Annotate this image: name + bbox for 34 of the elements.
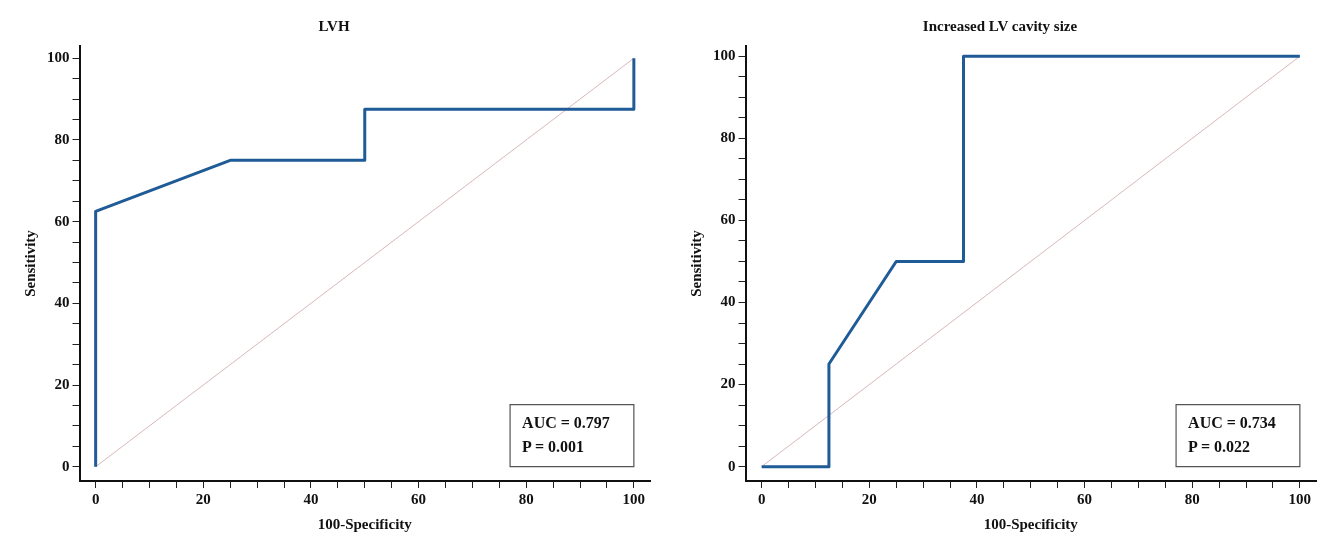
y-tick-label: 20 <box>54 375 70 392</box>
y-tick-label: 0 <box>62 457 70 474</box>
x-tick-label: 20 <box>195 490 211 507</box>
y-tick-label: 60 <box>720 211 736 228</box>
y-axis-title: Sensitivity <box>687 229 704 297</box>
y-tick-label: 80 <box>54 130 70 147</box>
y-tick-label: 100 <box>713 47 736 64</box>
x-tick-label: 100 <box>622 490 646 507</box>
y-tick-label: 100 <box>47 49 70 66</box>
x-tick-label: 0 <box>91 490 100 507</box>
x-tick-label: 40 <box>969 490 985 507</box>
x-tick-label: 80 <box>1184 490 1200 507</box>
x-tick-label: 80 <box>518 490 534 507</box>
x-tick-label: 60 <box>1077 490 1093 507</box>
annotation: P = 0.022 <box>1188 437 1251 455</box>
y-axis-title: Sensitivity <box>21 229 38 297</box>
annotation: AUC = 0.797 <box>522 413 610 431</box>
x-tick-label: 60 <box>411 490 427 507</box>
x-tick-label: 100 <box>1288 490 1312 507</box>
y-tick-label: 80 <box>720 129 736 146</box>
y-tick-label: 60 <box>54 212 70 229</box>
chart-title: Increased LV cavity size <box>922 17 1078 34</box>
y-tick-label: 40 <box>720 293 736 310</box>
annotation: P = 0.001 <box>522 437 585 455</box>
chart-title: LVH <box>318 17 350 34</box>
x-axis-title: 100-Specificity <box>317 515 413 532</box>
x-axis-title: 100-Specificity <box>983 515 1079 532</box>
y-tick-label: 0 <box>728 457 736 474</box>
annotation: AUC = 0.734 <box>1188 413 1276 431</box>
x-tick-label: 40 <box>303 490 319 507</box>
y-tick-label: 40 <box>54 294 70 311</box>
x-tick-label: 20 <box>861 490 877 507</box>
y-tick-label: 20 <box>720 375 736 392</box>
x-tick-label: 0 <box>757 490 766 507</box>
